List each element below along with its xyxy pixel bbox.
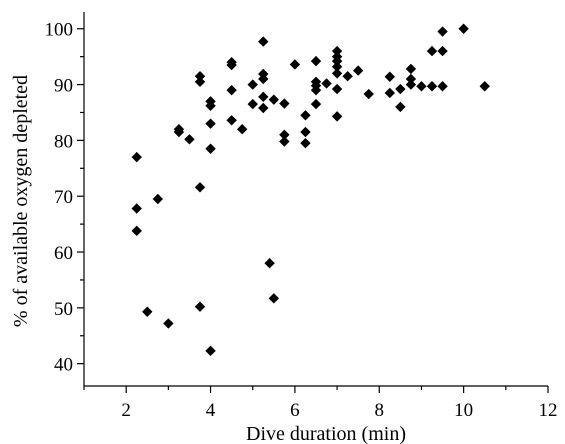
data-point <box>131 203 142 214</box>
data-point <box>205 118 216 129</box>
data-point <box>416 81 427 92</box>
data-point <box>142 306 153 317</box>
data-point <box>152 193 164 205</box>
data-point <box>194 301 206 312</box>
data-point <box>184 134 195 145</box>
data-point <box>384 87 396 99</box>
data-point <box>258 73 269 85</box>
data-point <box>264 257 275 269</box>
data-point <box>247 98 258 110</box>
x-tick-label: 6 <box>290 400 300 421</box>
data-point <box>205 143 216 154</box>
data-point <box>321 78 332 89</box>
x-tick-label: 10 <box>454 400 473 421</box>
data-point <box>426 81 438 92</box>
x-axis-title: Dive duration (min) <box>246 423 406 444</box>
data-point <box>331 61 343 72</box>
data-point <box>331 83 343 95</box>
data-point <box>226 59 237 71</box>
data-point <box>131 225 142 237</box>
data-point <box>205 345 216 357</box>
data-point <box>395 83 406 95</box>
data-point <box>226 115 237 126</box>
data-point <box>331 55 343 67</box>
data-point <box>342 70 353 82</box>
data-point <box>194 76 206 87</box>
data-point <box>268 94 280 105</box>
y-tick-label: 50 <box>54 299 73 320</box>
data-point <box>437 81 448 92</box>
data-point <box>131 151 142 163</box>
data-point <box>405 73 417 85</box>
y-tick-label: 60 <box>54 243 73 264</box>
data-point <box>236 124 248 135</box>
data-point <box>310 98 322 110</box>
y-tick-label: 70 <box>54 187 73 208</box>
data-point <box>310 84 322 96</box>
data-point <box>426 45 438 57</box>
data-point <box>300 126 311 138</box>
x-tick-label: 8 <box>375 400 385 421</box>
data-point <box>479 81 490 92</box>
data-point <box>331 68 343 79</box>
data-point <box>331 111 343 122</box>
data-point <box>226 84 237 96</box>
data-point <box>331 45 343 57</box>
data-point <box>194 70 206 82</box>
axes: 2 4 6 8 10 12 40 50 60 70 80 90 100 <box>45 12 558 421</box>
data-point <box>405 63 417 75</box>
data-point <box>437 45 448 57</box>
y-tick-label: 40 <box>54 355 73 376</box>
data-point <box>173 126 185 138</box>
data-point <box>310 55 322 67</box>
data-point <box>279 136 290 147</box>
plot-area <box>131 23 490 357</box>
data-point <box>268 293 280 304</box>
data-point <box>363 88 374 100</box>
data-point <box>384 71 396 82</box>
data-point <box>352 65 364 76</box>
data-point <box>395 101 406 113</box>
x-tick-label: 4 <box>206 400 216 421</box>
data-point <box>289 59 301 70</box>
y-tick-label: 100 <box>45 20 74 41</box>
data-point <box>247 79 258 90</box>
data-point <box>279 129 290 141</box>
data-point <box>405 79 417 90</box>
x-tick-label: 2 <box>121 400 131 421</box>
data-point <box>458 23 469 34</box>
data-point <box>163 318 174 329</box>
data-point <box>258 102 269 114</box>
data-point <box>437 26 448 37</box>
data-point <box>205 100 216 111</box>
data-point <box>194 182 206 193</box>
data-point <box>300 110 311 121</box>
x-tick-label: 12 <box>539 400 558 421</box>
data-point <box>300 137 311 149</box>
y-tick-label: 80 <box>54 131 73 152</box>
data-point <box>258 91 269 103</box>
data-point <box>279 98 290 109</box>
y-axis-title: % of available oxygen depleted <box>10 75 32 327</box>
y-tick-label: 90 <box>54 76 73 97</box>
data-point <box>258 36 269 47</box>
